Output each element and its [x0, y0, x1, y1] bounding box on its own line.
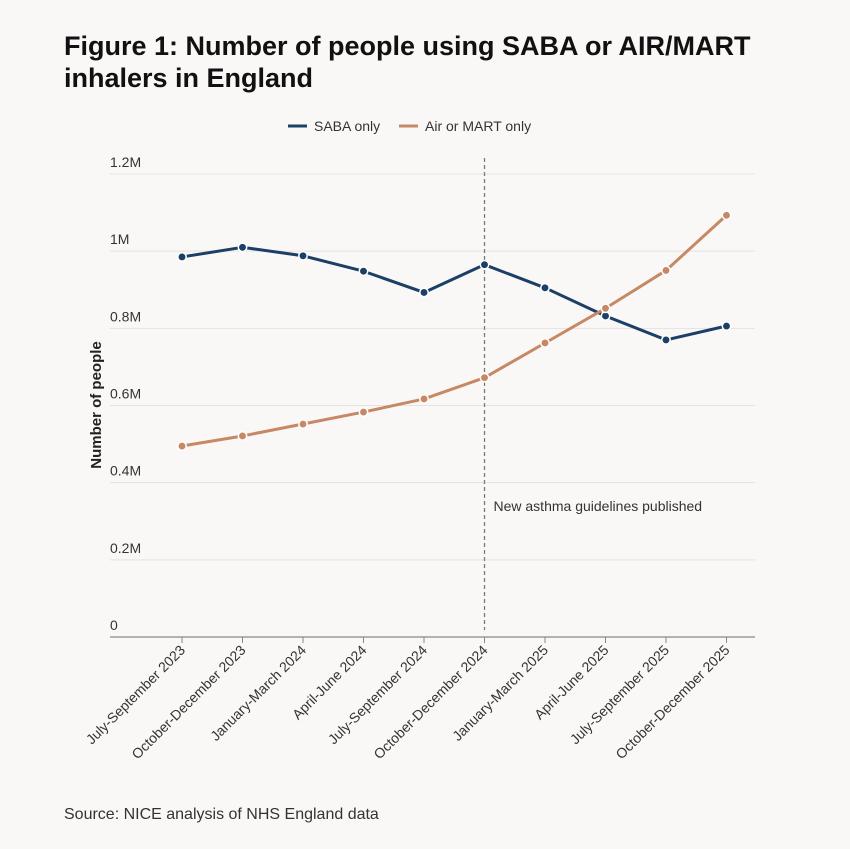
- data-point: [540, 338, 550, 348]
- data-point: [661, 334, 671, 345]
- series-lines: [177, 210, 732, 451]
- y-axis-label: Number of people: [88, 341, 105, 469]
- data-point: [661, 265, 671, 276]
- data-point: [237, 431, 248, 441]
- series-line: [181, 214, 728, 448]
- data-point: [721, 210, 732, 221]
- x-tick-label: July-September 2024: [325, 642, 431, 748]
- data-point: [237, 242, 248, 253]
- x-tick-label: October-December 2025: [612, 642, 732, 762]
- x-tick-label: July-September 2025: [567, 642, 673, 748]
- y-tick-label: 0.4M: [110, 463, 141, 479]
- x-tick-label: July-September 2023: [83, 642, 189, 748]
- data-point: [358, 407, 369, 418]
- series-line: [181, 245, 727, 342]
- axes: 0 0.2M 0.4M 0.6M 0.8M 1M 1.2M July-September 20…: [83, 154, 755, 762]
- data-point: [600, 303, 611, 314]
- data-point: [298, 419, 308, 429]
- annotation-layer: New asthma guidelines published: [483, 158, 703, 630]
- y-tick-label: 0.2M: [110, 540, 141, 556]
- data-point: [419, 393, 429, 404]
- data-point: [419, 287, 429, 298]
- y-tick-label: 1.2M: [110, 154, 141, 170]
- legend-label: Air or MART only: [425, 118, 531, 134]
- annotation-label: New asthma guidelines published: [494, 498, 703, 514]
- chart-title: Figure 1: Number of people using SABA or…: [64, 31, 751, 93]
- data-point: [358, 266, 369, 277]
- data-point: [540, 282, 550, 293]
- y-tick-label: 0.6M: [110, 386, 141, 402]
- y-tick-label: 0.8M: [110, 308, 141, 324]
- data-point: [177, 252, 187, 262]
- data-point: [177, 441, 187, 451]
- source-note: Source: NICE analysis of NHS England dat…: [64, 806, 379, 823]
- data-point: [721, 321, 732, 331]
- legend: SABA only Air or MART only: [288, 118, 531, 134]
- x-tick-label: October-December 2023: [128, 642, 248, 762]
- legend-label: SABA only: [314, 118, 380, 134]
- data-point: [479, 372, 490, 383]
- data-point: [479, 259, 490, 270]
- x-tick-label: October-December 2024: [370, 642, 490, 762]
- data-point: [298, 250, 308, 261]
- y-tick-label: 1M: [110, 231, 129, 247]
- y-tick-label: 0: [110, 617, 118, 633]
